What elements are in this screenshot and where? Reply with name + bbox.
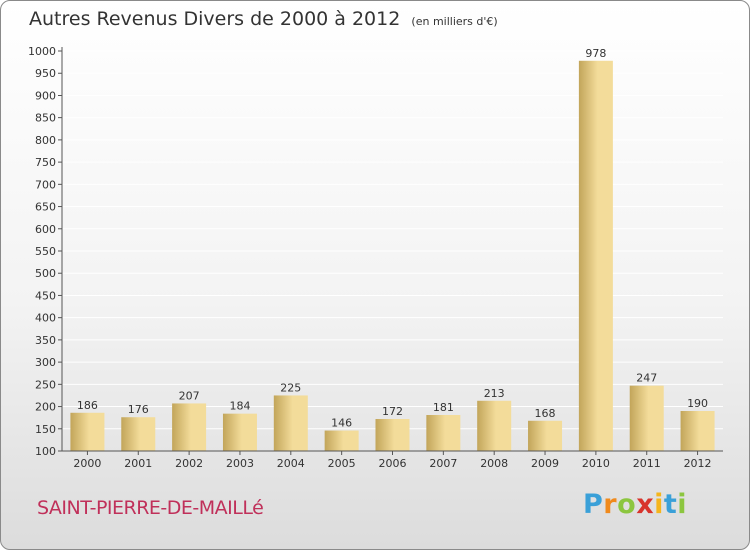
gridlines <box>58 50 723 452</box>
bar <box>222 413 257 451</box>
chart-subtitle: (en milliers d'€) <box>411 15 498 28</box>
bar <box>528 420 563 451</box>
logo-letter: i <box>654 489 664 520</box>
y-tick-label: 800 <box>35 134 56 147</box>
y-tick-label: 650 <box>35 201 56 214</box>
data-label: 184 <box>229 400 250 413</box>
x-tick-label: 2007 <box>429 457 457 470</box>
x-tick-label: 2011 <box>633 457 661 470</box>
bar <box>680 411 715 451</box>
bar <box>578 60 613 452</box>
data-label: 207 <box>179 389 200 402</box>
x-tick-label: 2009 <box>531 457 559 470</box>
x-tick-label: 2004 <box>277 457 305 470</box>
x-tick-label: 2003 <box>226 457 254 470</box>
data-label: 247 <box>636 372 657 385</box>
chart-title: Autres Revenus Divers de 2000 à 2012 <box>29 8 401 30</box>
y-tick-label: 700 <box>35 178 56 191</box>
logo-letter: o <box>617 489 637 520</box>
bar <box>273 395 308 451</box>
proxiti-logo: Proxiti <box>583 489 687 520</box>
logo-letter: r <box>603 489 618 520</box>
axes <box>61 47 723 452</box>
x-tick-label: 2005 <box>328 457 356 470</box>
x-tick-label: 2012 <box>684 457 712 470</box>
y-tick-label: 350 <box>35 334 56 347</box>
y-tick-label: 100 <box>35 445 56 458</box>
x-tick-label: 2008 <box>480 457 508 470</box>
bar <box>477 400 512 451</box>
bar <box>121 417 156 451</box>
data-label: 181 <box>433 401 454 414</box>
data-labels: 186 176 207 184 225 146 172 181 213 168 978 247 190 <box>77 47 708 430</box>
y-tick-label: 750 <box>35 156 56 169</box>
y-tick-label: 200 <box>35 401 56 414</box>
y-tick-label: 950 <box>35 67 56 80</box>
x-tick-label: 2006 <box>379 457 407 470</box>
y-tick-label: 300 <box>35 356 56 369</box>
x-tick-label: 2001 <box>124 457 152 470</box>
y-tick-label: 450 <box>35 289 56 302</box>
bars <box>70 60 715 452</box>
y-tick-label: 550 <box>35 245 56 258</box>
x-tick-label: 2002 <box>175 457 203 470</box>
data-label: 172 <box>382 405 403 418</box>
y-tick-labels: 100 150 200 250 300 350 400 450 500 550 600 650 700 7… <box>28 45 56 458</box>
bar <box>629 385 664 451</box>
commune-name: SAINT-PIERRE-DE-MAILLé <box>37 497 264 519</box>
y-tick-label: 850 <box>35 112 56 125</box>
data-label: 190 <box>687 397 708 410</box>
logo-letter: t <box>663 489 678 520</box>
bar <box>172 403 207 451</box>
data-label: 225 <box>280 381 301 394</box>
x-tick-labels: 2000 2001 2002 2003 2004 2005 2006 2007 2008 2009… <box>73 451 712 470</box>
x-tick-label: 2010 <box>582 457 610 470</box>
logo-letter: i <box>677 489 688 520</box>
y-tick-label: 150 <box>35 423 56 436</box>
y-tick-label: 500 <box>35 267 56 280</box>
y-tick-label: 1000 <box>28 45 56 58</box>
y-tick-label: 400 <box>35 312 56 325</box>
logo-letter: P <box>583 489 604 520</box>
y-tick-label: 600 <box>35 223 56 236</box>
bar <box>426 415 461 451</box>
y-tick-label: 900 <box>35 89 56 102</box>
x-tick-label: 2000 <box>73 457 101 470</box>
data-label: 176 <box>128 403 149 416</box>
chart-header: Autres Revenus Divers de 2000 à 2012 (en… <box>29 8 498 30</box>
bar <box>375 419 410 451</box>
data-label: 213 <box>484 387 505 400</box>
bar <box>324 430 359 451</box>
y-tick-label: 250 <box>35 378 56 391</box>
bar <box>70 412 105 451</box>
data-label: 168 <box>535 407 556 420</box>
data-label: 186 <box>77 399 98 412</box>
data-label: 978 <box>585 47 606 60</box>
logo-letter: x <box>636 489 655 520</box>
data-label: 146 <box>331 417 352 430</box>
